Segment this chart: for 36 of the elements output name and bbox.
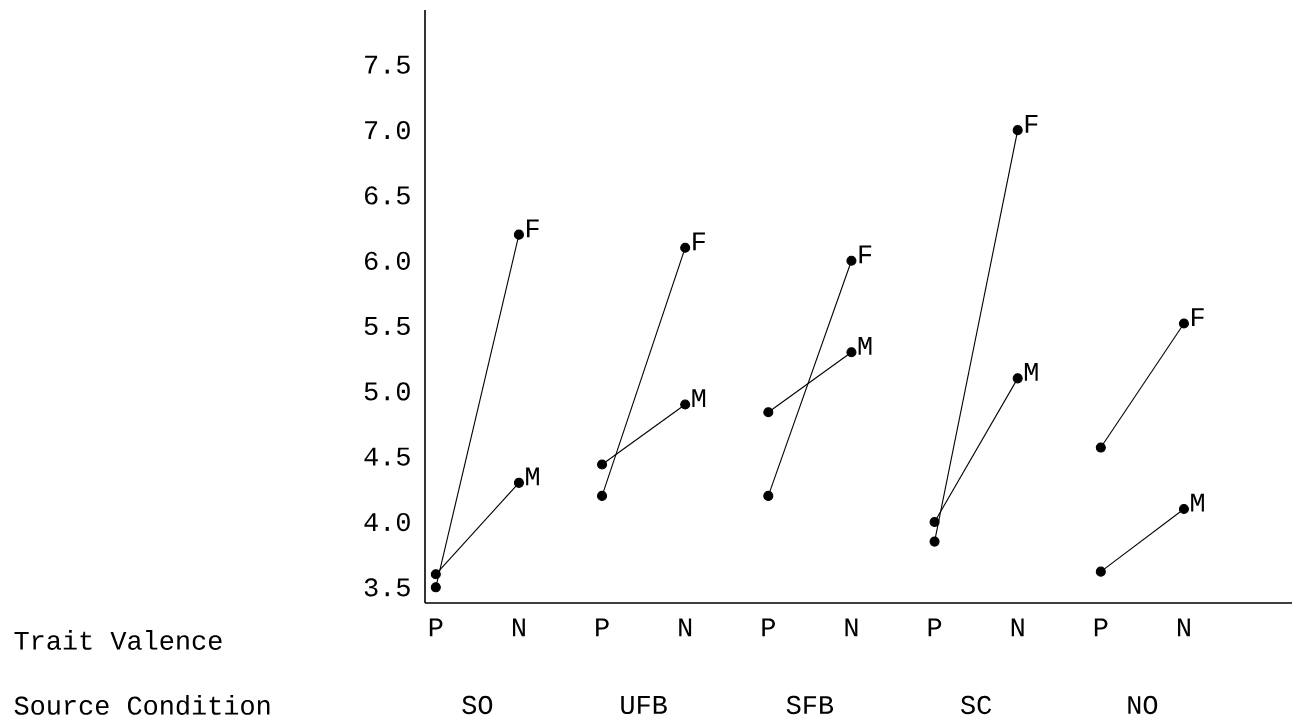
series-label: F (1025, 114, 1038, 133)
series-label: M (692, 389, 706, 407)
series-label: F (859, 245, 872, 264)
text: UFB (621, 696, 667, 714)
series-label: F (527, 219, 539, 238)
series-label: M (526, 467, 539, 486)
x-tick-label: P (596, 618, 609, 637)
x-tick-label: P (429, 618, 443, 637)
text: Trait Valence (14, 630, 222, 650)
text: NO (1128, 695, 1158, 715)
y-tick-label: 6.0 (365, 251, 410, 270)
x-tick-label: N (679, 618, 692, 637)
x-tick-label: N (512, 618, 525, 637)
y-tick-label: 4.5 (364, 447, 410, 466)
text: SFB (786, 695, 834, 715)
y-tick-label: 6.5 (365, 186, 410, 205)
x-tick-label: P (1094, 618, 1108, 637)
x-tick-label: P (928, 618, 942, 637)
x-tick-label: P (762, 618, 775, 637)
x-tick-label: N (1011, 618, 1024, 637)
series-label: M (1191, 493, 1204, 512)
text: SC (961, 695, 992, 715)
source-note: Source Condition (14, 695, 270, 715)
series-label: F (693, 232, 705, 251)
y-tick-label: 4.0 (364, 512, 410, 532)
x-tick-label: N (1178, 618, 1190, 637)
series-label: M (1024, 363, 1038, 381)
y-tick-label: 5.5 (364, 317, 410, 336)
y-tick-label: 5.0 (364, 382, 410, 401)
text: SO (462, 695, 493, 715)
y-tick-label: 7.5 (365, 55, 410, 74)
series-label: F (1192, 308, 1204, 326)
y-tick-label: 7.0 (365, 121, 410, 140)
x-tick-label: N (845, 618, 858, 637)
y-tick-label: 3.5 (364, 578, 410, 597)
series-label: M (858, 336, 872, 355)
